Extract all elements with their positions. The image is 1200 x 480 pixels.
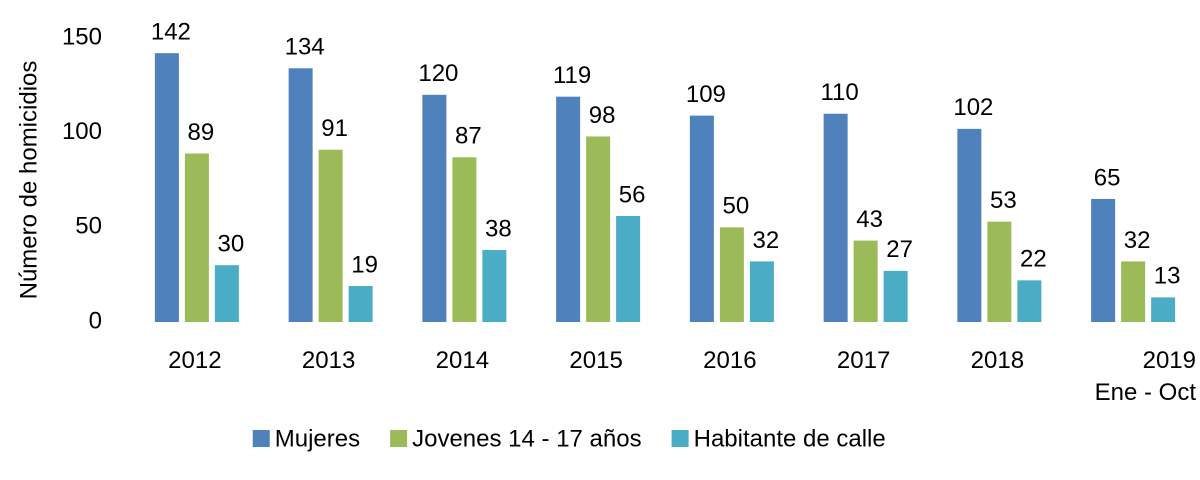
data-label: 119 [553, 62, 591, 89]
data-label: 110 [820, 79, 858, 106]
legend-swatch [390, 430, 408, 447]
data-label: 91 [321, 115, 348, 142]
x-tick-label: 2013 [301, 347, 356, 374]
data-label: 38 [485, 215, 512, 242]
bar [823, 113, 848, 322]
x-tick-label: 2016 [703, 347, 757, 374]
bar [586, 136, 611, 322]
x-tick-label: 2015 [569, 347, 623, 374]
bar [1121, 261, 1146, 322]
data-label: 120 [418, 60, 458, 87]
x-tick-label: 2012 [168, 347, 222, 374]
data-label: 30 [218, 231, 245, 258]
data-label: 43 [856, 206, 883, 233]
bar [987, 221, 1012, 322]
bar [154, 53, 179, 322]
bar [1151, 297, 1176, 322]
x-tick-label: 2018 [970, 347, 1025, 374]
bar [422, 94, 447, 322]
bar [482, 250, 507, 322]
y-axis-label: Número de homicidios [15, 61, 42, 300]
bar [719, 227, 744, 322]
data-label: 65 [1094, 164, 1121, 191]
y-tick-label: 150 [62, 23, 102, 50]
data-label: 22 [1020, 246, 1047, 273]
data-label: 53 [990, 187, 1017, 214]
data-label: 27 [886, 236, 913, 263]
bar [452, 157, 477, 322]
bar [957, 128, 982, 322]
bar [1017, 280, 1042, 322]
data-label: 89 [188, 119, 215, 146]
bar [184, 153, 209, 322]
data-label: 98 [589, 102, 616, 129]
bar [556, 96, 581, 323]
bar [1091, 198, 1116, 322]
legend-label: Mujeres [275, 425, 360, 452]
data-label: 134 [285, 34, 325, 61]
bar [288, 68, 313, 322]
y-tick-label: 100 [62, 118, 102, 145]
bar [853, 240, 878, 322]
data-label: 13 [1154, 263, 1181, 290]
legend-swatch [252, 430, 270, 447]
y-tick-label: 50 [75, 213, 102, 240]
bar [348, 286, 373, 322]
bar [214, 265, 239, 322]
legend-label: Jovenes 14 - 17 años [412, 425, 642, 452]
data-label: 19 [351, 251, 378, 278]
data-label: 102 [953, 94, 993, 121]
x-tick-label: 2019 Ene - Oct [1094, 347, 1196, 406]
data-label: 109 [686, 81, 726, 108]
bar [749, 261, 774, 322]
bar [883, 270, 908, 322]
bar [689, 115, 714, 322]
data-label: 87 [455, 123, 482, 150]
data-label: 32 [1124, 227, 1151, 254]
data-label: 56 [619, 181, 646, 208]
legend-label: Habitante de calle [694, 425, 886, 452]
x-tick-label: 2017 [836, 347, 891, 374]
legend-swatch [671, 430, 689, 447]
data-label: 142 [151, 18, 191, 45]
data-label: 50 [723, 193, 750, 220]
x-tick-label: 2014 [435, 347, 490, 374]
y-tick-label: 0 [89, 307, 102, 334]
data-label: 32 [753, 227, 780, 254]
bar [616, 215, 641, 322]
bar [318, 149, 343, 322]
